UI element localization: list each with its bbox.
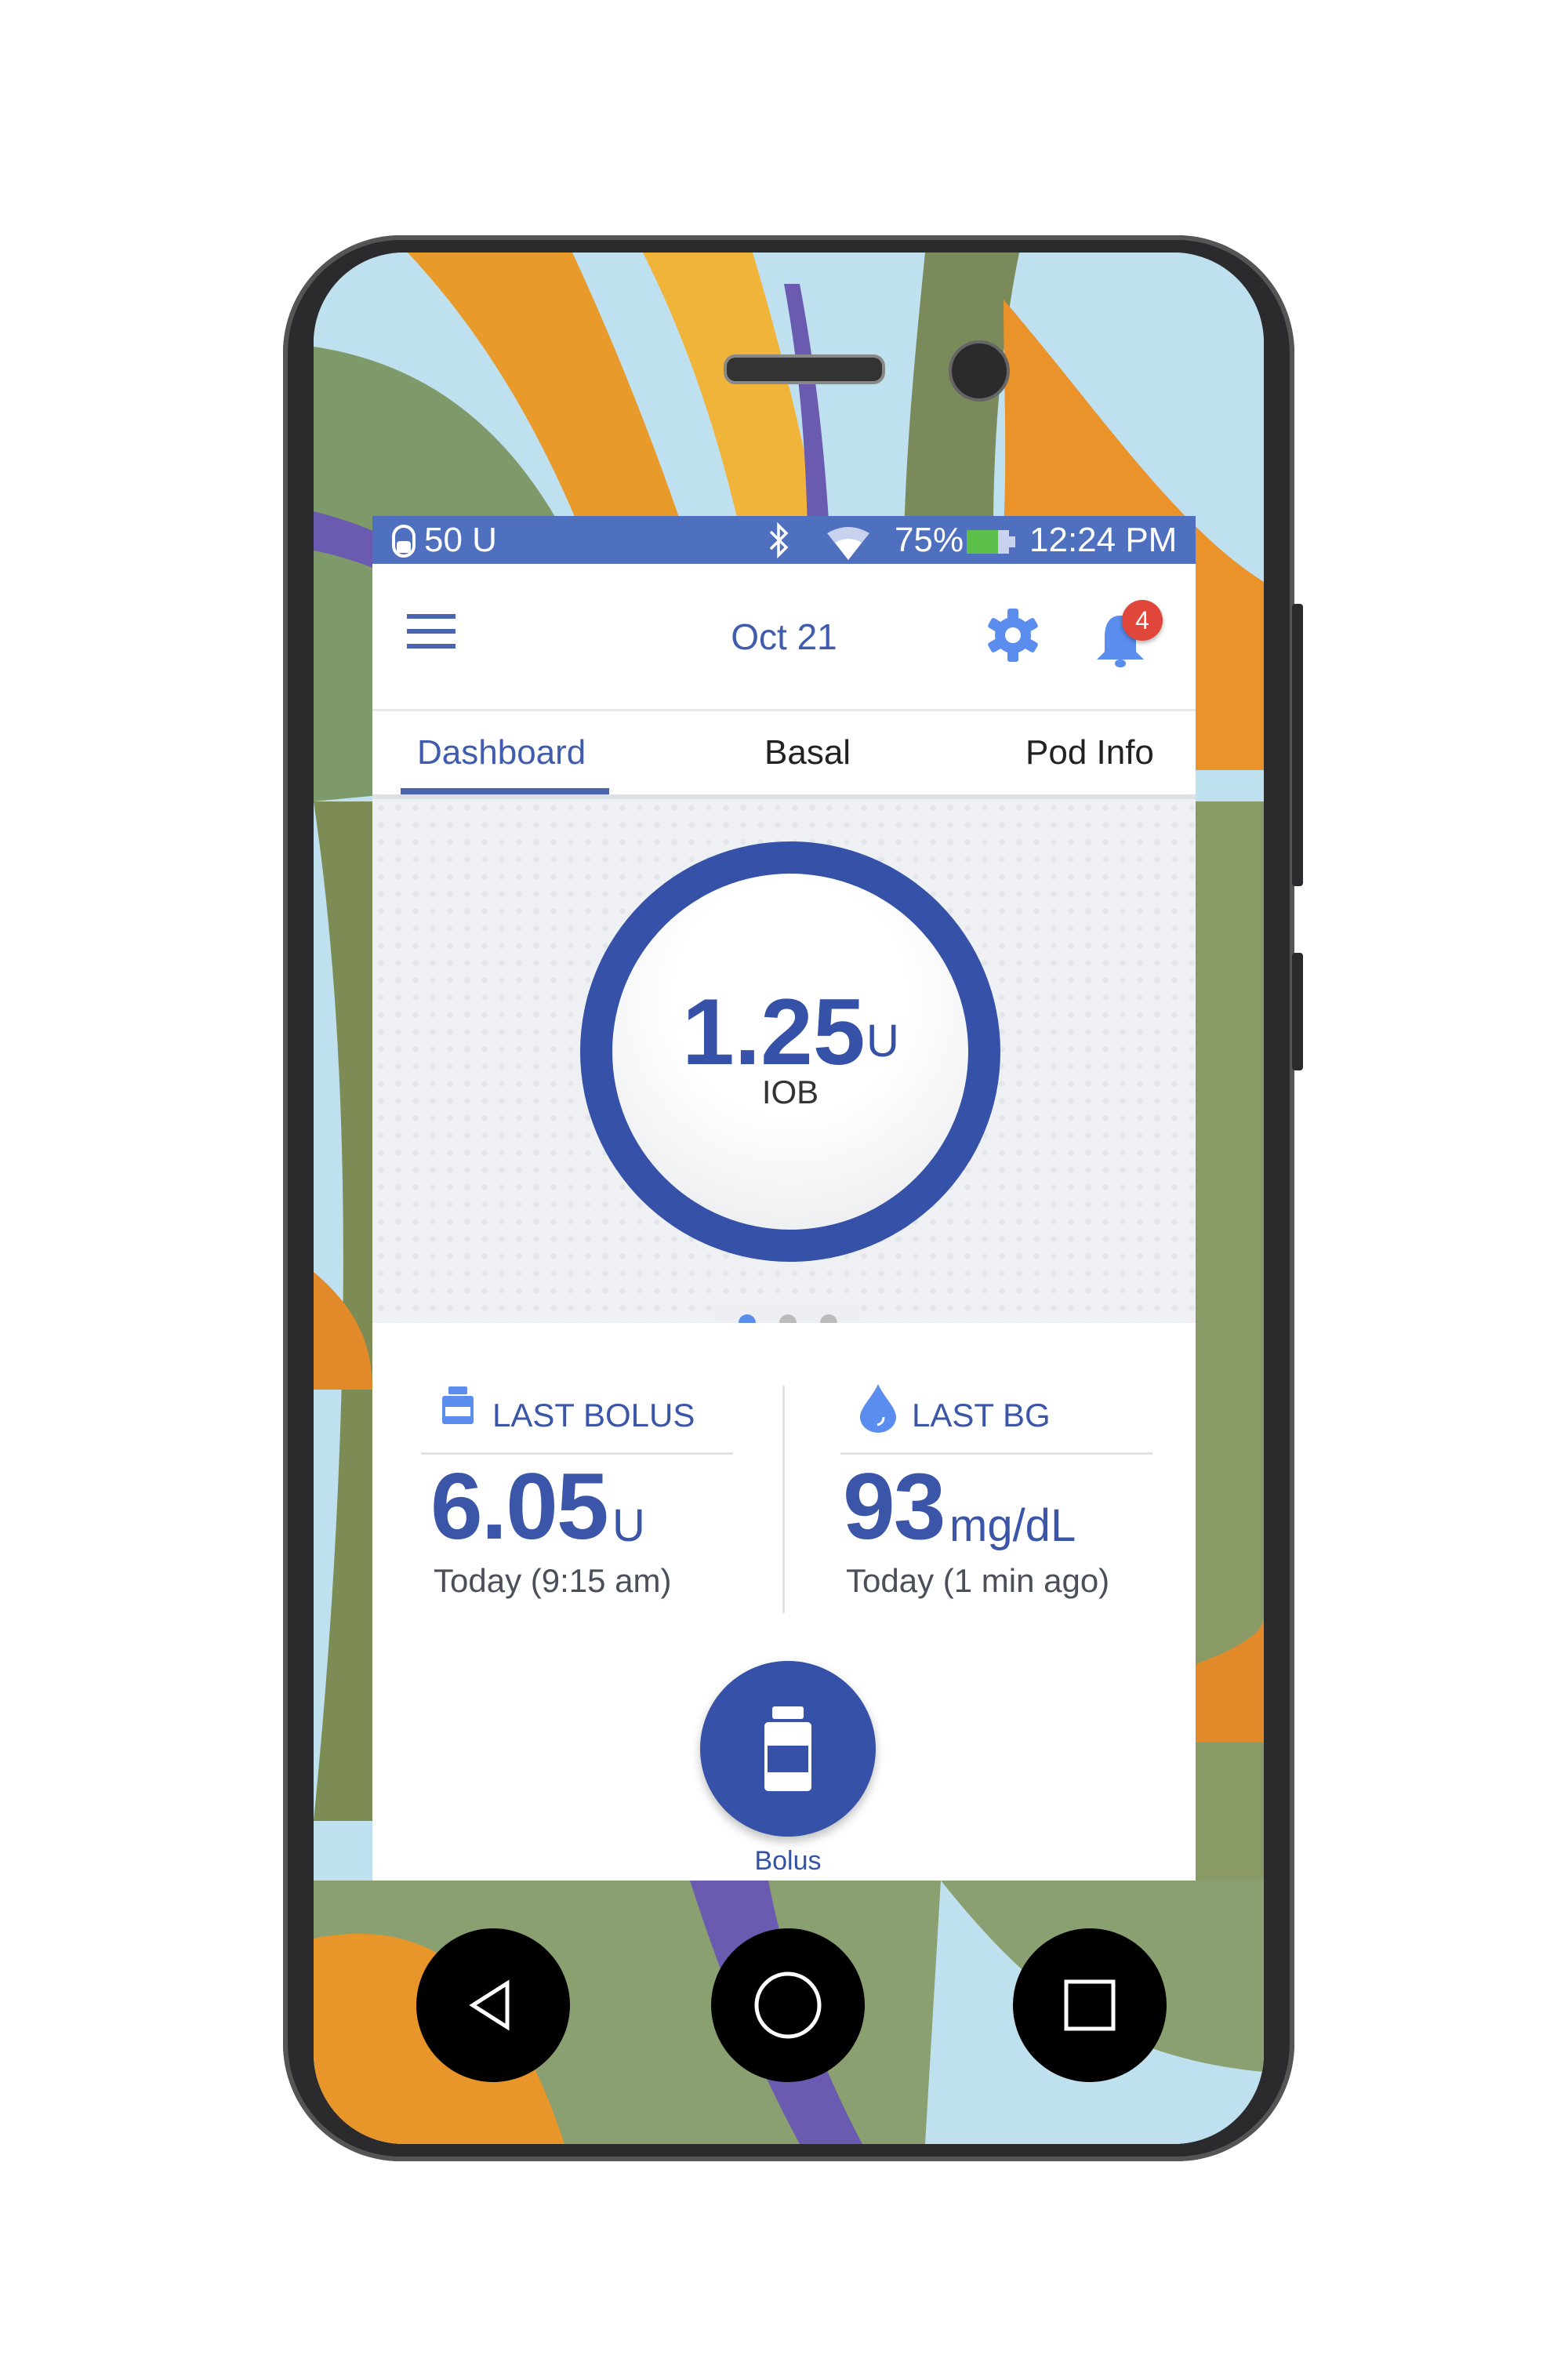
last-bg-unit: mg/dL — [949, 1500, 1076, 1551]
iob-unit: U — [866, 1016, 899, 1067]
back-triangle-icon — [469, 1979, 510, 2031]
front-camera — [949, 340, 1010, 402]
battery-percent: 75% — [895, 521, 964, 559]
last-bolus-value: 6.05 — [430, 1454, 609, 1559]
pod-reservoir-icon — [392, 525, 416, 558]
bolus-vial-icon — [442, 1386, 474, 1424]
active-tab-indicator — [401, 788, 609, 794]
dashboard-panel: 1.25 U IOB — [372, 799, 1196, 1323]
summary-panel: LAST BOLUS 6.05 U Today (9:15 am) LAST B… — [372, 1323, 1196, 1881]
nav-back-button[interactable] — [416, 1928, 570, 2082]
gear-icon[interactable] — [985, 608, 1040, 663]
last-bolus-unit: U — [612, 1500, 645, 1551]
bolus-vial-icon — [764, 1706, 811, 1791]
bluetooth-icon — [769, 522, 789, 558]
menu-icon[interactable] — [407, 614, 456, 649]
battery-icon — [967, 530, 1015, 554]
side-button-power — [1292, 953, 1303, 1070]
status-bar: 50 U 75% 12:24 PM — [372, 516, 1196, 564]
iob-dial — [612, 874, 968, 1230]
omnipod-app: 50 U 75% 12:24 PM Oct 21 4 Dashboard — [372, 516, 1196, 1881]
bolus-button[interactable] — [700, 1661, 876, 1837]
wifi-icon — [827, 527, 869, 560]
earpiece-speaker — [724, 354, 885, 384]
notification-badge: 4 — [1122, 600, 1163, 641]
device-screen: 50 U 75% 12:24 PM Oct 21 4 Dashboard — [314, 253, 1264, 2144]
app-header: Oct 21 4 — [372, 564, 1196, 711]
last-bg-value: 93 — [843, 1454, 946, 1559]
last-bg-title: LAST BG — [912, 1397, 1051, 1434]
nav-home-button[interactable] — [711, 1928, 865, 2082]
side-button-volume — [1292, 604, 1303, 886]
recents-square-icon — [1064, 1979, 1116, 2031]
reservoir-level: 50 U — [424, 521, 497, 559]
clock: 12:24 PM — [1029, 521, 1178, 559]
tab-pod-info[interactable]: Pod Info — [1025, 733, 1154, 772]
iob-label: IOB — [761, 1074, 819, 1110]
tab-basal[interactable]: Basal — [764, 733, 851, 772]
header-date: Oct 21 — [731, 616, 837, 657]
column-divider — [782, 1386, 785, 1613]
nav-recents-button[interactable] — [1013, 1928, 1167, 2082]
blood-drop-icon — [860, 1384, 896, 1433]
last-bolus-time: Today (9:15 am) — [434, 1562, 672, 1599]
last-bolus-title: LAST BOLUS — [492, 1397, 695, 1434]
tab-dashboard[interactable]: Dashboard — [417, 733, 586, 772]
home-circle-icon — [754, 1971, 822, 2039]
iob-value: 1.25 — [682, 979, 866, 1085]
last-bg-time: Today (1 min ago) — [846, 1562, 1110, 1599]
bolus-button-label[interactable]: Bolus — [754, 1846, 822, 1876]
divider — [840, 1452, 1152, 1455]
divider — [421, 1452, 733, 1455]
tab-bar: Dashboard Basal Pod Info — [372, 711, 1196, 799]
